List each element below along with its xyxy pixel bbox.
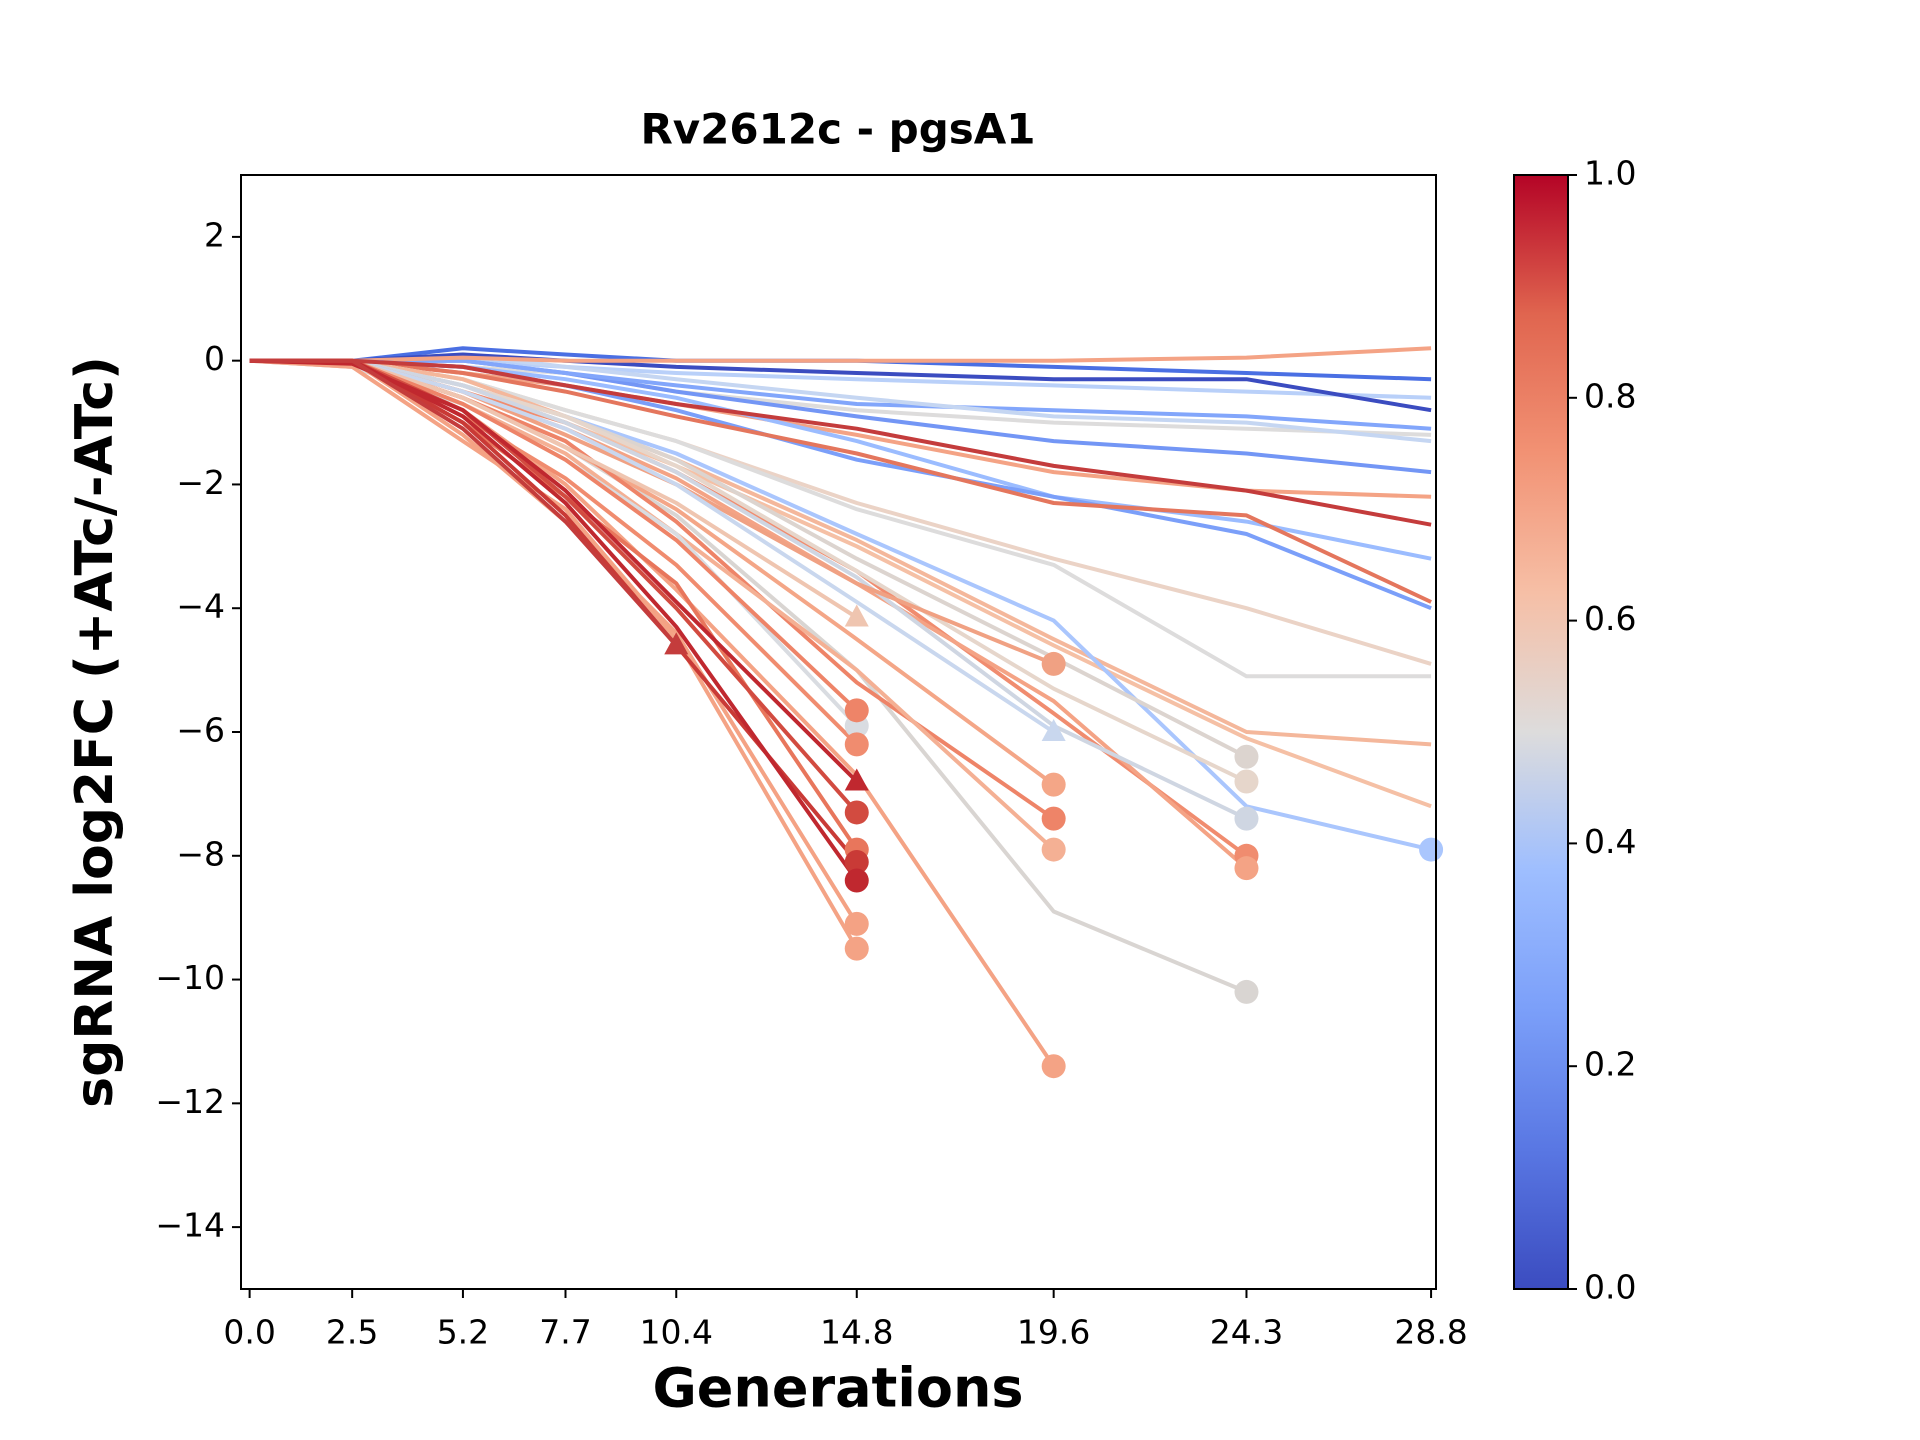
plot-area [249,346,1432,1068]
end-marker [1041,772,1066,797]
series-line [249,358,1248,994]
colorbar-tick-label: 1.0 [1584,154,1636,193]
y-tick-label: −6 [176,711,225,750]
end-marker [844,768,869,791]
series-line [249,358,1248,870]
series-line [249,358,859,783]
series-line [249,358,1432,604]
x-tick-label: 5.2 [437,1313,489,1352]
colorbar-tick-label: 0.6 [1584,599,1636,638]
y-tick-label: 0 [204,339,225,378]
end-marker [1041,806,1066,831]
end-marker [844,868,869,893]
x-tick-label: 0.0 [223,1313,275,1352]
series-line [249,358,859,882]
end-marker [1234,979,1259,1004]
end-marker [1041,719,1066,741]
colorbar-tick-label: 0.2 [1584,1045,1636,1084]
markers [664,604,1444,1079]
end-marker [844,604,869,627]
chart-title: Rv2612c - pgsA1 [640,105,1035,154]
x-tick-label: 24.3 [1210,1313,1283,1352]
end-marker [1041,837,1066,862]
y-tick-label: 2 [204,215,225,254]
end-marker [1419,837,1444,862]
end-marker [1234,769,1259,794]
colorbar-tick-label: 0.0 [1584,1268,1636,1307]
colorbar-tick-label: 0.4 [1584,822,1636,861]
y-tick-label: −8 [176,834,225,873]
y-tick-label: −14 [155,1206,225,1245]
series-line [249,358,1055,821]
end-marker [1234,856,1259,881]
end-marker [844,698,869,723]
end-marker [844,849,869,874]
end-marker [844,936,869,961]
series-line [249,346,1432,363]
end-marker [1041,651,1066,676]
series-line [249,358,1432,527]
x-tick-label: 14.8 [820,1313,893,1352]
end-marker [844,800,869,825]
y-tick-label: −12 [155,1082,225,1121]
end-marker [1234,806,1259,831]
series-line [249,358,859,925]
x-tick-label: 19.6 [1017,1313,1090,1352]
y-tick-label: −4 [176,587,225,626]
x-tick-label: 2.5 [326,1313,378,1352]
end-marker [1041,1054,1066,1079]
y-tick-label: −10 [155,958,225,997]
x-tick-label: 28.8 [1394,1313,1467,1352]
y-tick-label: −2 [176,463,225,502]
y-axis-label: sgRNA log2FC (+ATc/-ATc) [65,356,125,1108]
colorbar [1513,174,1569,1290]
end-marker [664,632,689,655]
end-marker [844,911,869,936]
x-tick-label: 10.4 [640,1313,713,1352]
end-marker [1234,744,1259,769]
x-axis-label: Generations [652,1357,1023,1420]
colorbar-tick-label: 0.8 [1584,376,1636,415]
end-marker [844,732,869,757]
x-tick-label: 7.7 [539,1313,591,1352]
